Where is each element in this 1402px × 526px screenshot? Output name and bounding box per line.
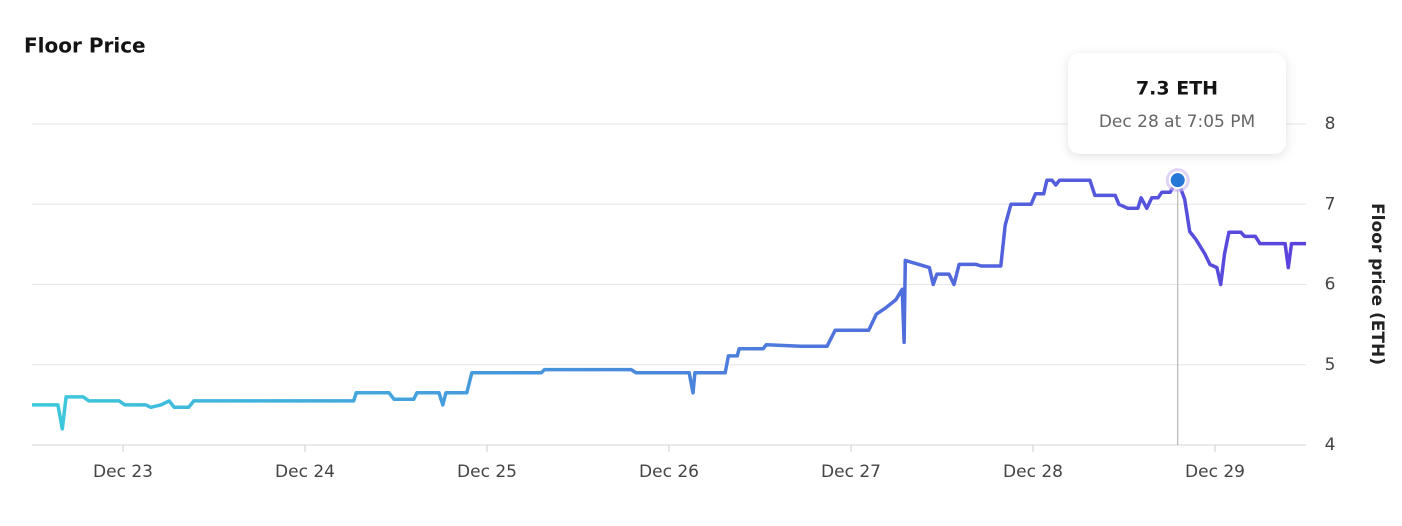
x-tick-label: Dec 29 [1185,462,1245,482]
price-line [32,178,1306,431]
y-tick-label: 4 [1325,435,1336,455]
tooltip: 7.3 ETH Dec 28 at 7:05 PM [1068,53,1286,154]
y-tick-label: 7 [1325,194,1336,214]
x-tick-label: Dec 23 [93,462,153,482]
x-tick-label: Dec 28 [1003,462,1063,482]
tooltip-date: Dec 28 at 7:05 PM [1099,112,1255,132]
y-tick-label: 8 [1325,114,1336,134]
x-tick-label: Dec 26 [639,462,699,482]
y-tick-label: 5 [1325,355,1336,375]
x-tick-label: Dec 27 [821,462,881,482]
x-tick-label: Dec 25 [457,462,517,482]
y-axis-title: Floor price (ETH) [1367,203,1387,365]
chart-title: Floor Price [24,34,146,58]
tooltip-value: 7.3 ETH [1136,78,1218,100]
x-tick-label: Dec 24 [275,462,335,482]
tooltip-box [1068,53,1286,154]
y-tick-label: 6 [1325,275,1336,295]
highlight-point [1168,171,1187,190]
